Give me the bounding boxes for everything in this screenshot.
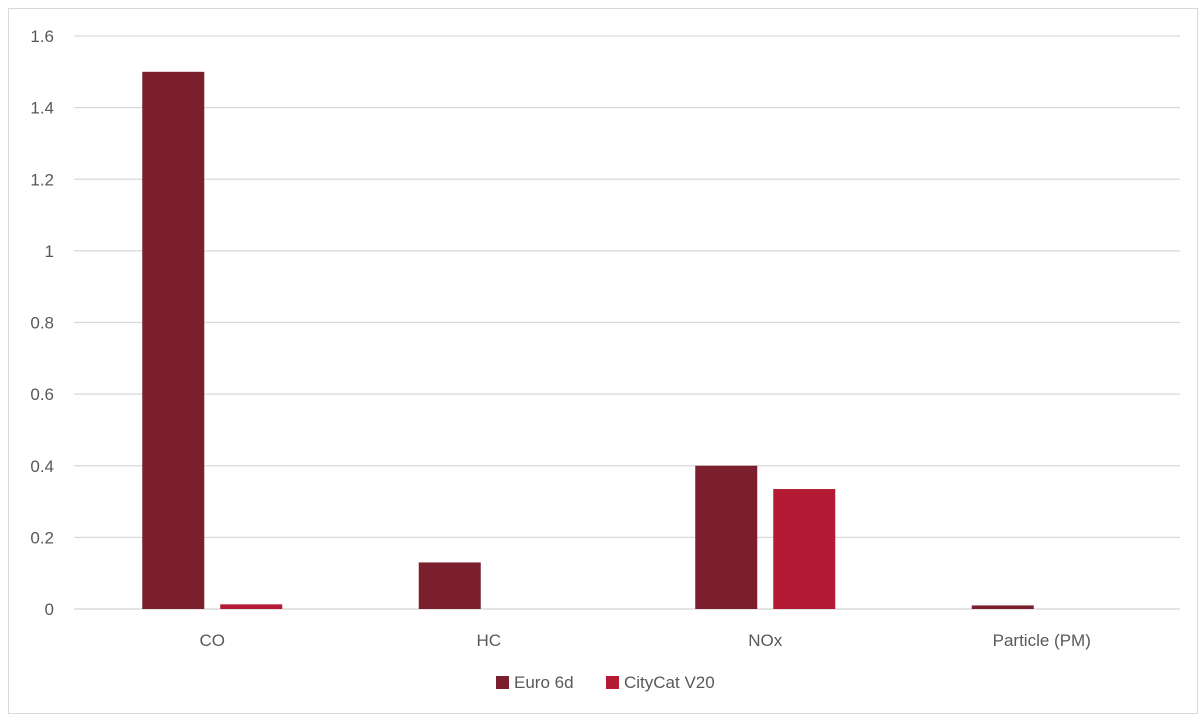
bar-euro-6d-co <box>142 71 205 609</box>
legend-label: CityCat V20 <box>624 673 715 692</box>
bars <box>142 71 1034 609</box>
y-tick-label: 0.4 <box>30 457 54 476</box>
x-tick-label: NOx <box>748 631 783 650</box>
legend-swatch <box>606 676 619 689</box>
bar-euro-6d-hc <box>418 562 481 609</box>
y-tick-label: 0.2 <box>30 528 54 547</box>
y-tick-label: 0.6 <box>30 385 54 404</box>
x-tick-label: CO <box>200 631 226 650</box>
legend-label: Euro 6d <box>514 673 574 692</box>
legend-swatch <box>496 676 509 689</box>
x-tick-label: HC <box>476 631 501 650</box>
y-tick-label: 1.4 <box>30 99 54 118</box>
y-tick-label: 1.2 <box>30 170 54 189</box>
bar-citycat-v20-co <box>220 604 283 609</box>
y-axis-tick-labels: 0 0.2 0.4 0.6 0.8 1 1.2 1.4 1.6 <box>30 27 54 619</box>
y-tick-label: 0.8 <box>30 314 54 333</box>
y-tick-label: 1 <box>45 242 54 261</box>
y-tick-label: 1.6 <box>30 27 54 46</box>
x-axis-tick-labels: CO HC NOx Particle (PM) <box>200 631 1091 650</box>
gridlines <box>74 35 1180 610</box>
bar-citycat-v20-nox <box>773 489 836 609</box>
y-tick-label: 0 <box>45 600 54 619</box>
legend: Euro 6d CityCat V20 <box>496 673 715 692</box>
chart-frame <box>8 8 1198 714</box>
bar-euro-6d-nox <box>695 465 758 609</box>
x-tick-label: Particle (PM) <box>993 631 1091 650</box>
bar-euro-6d-particle-pm- <box>971 605 1034 609</box>
